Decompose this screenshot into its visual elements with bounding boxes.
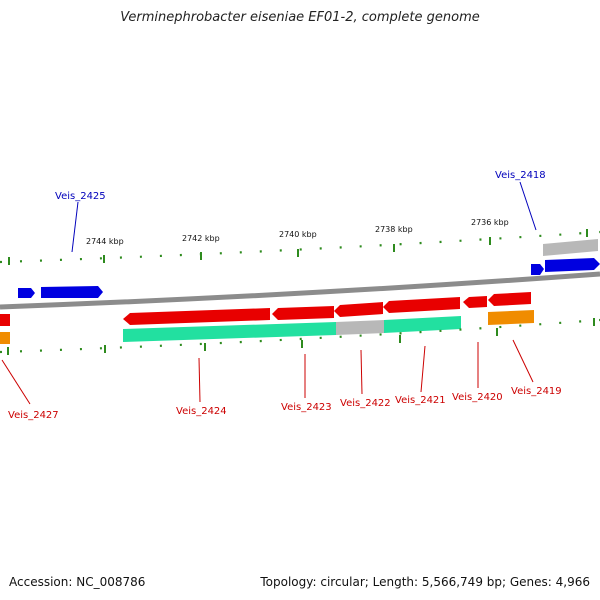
tick-label-2736: 2736 kbp: [471, 218, 509, 227]
leader-veis-2418: [519, 181, 537, 231]
leader-veis-2427: [1, 359, 31, 405]
label-veis-2427: Veis_2427: [8, 410, 59, 421]
gene-veis-2422[interactable]: [334, 302, 383, 317]
gene-veis-2421[interactable]: [383, 297, 460, 313]
minor-ticks-inner: [0, 318, 600, 354]
orange-feature-right[interactable]: [488, 310, 534, 325]
cds-band: [123, 316, 461, 342]
cds-region-left[interactable]: [123, 322, 336, 342]
label-veis-2420: Veis_2420: [452, 392, 503, 403]
leader-veis-2424: [198, 357, 201, 403]
genome-summary: Topology: circular; Length: 5,566,749 bp…: [260, 575, 590, 589]
gene-veis-2420[interactable]: [463, 296, 487, 308]
label-veis-2418: Veis_2418: [495, 170, 546, 181]
forward-strand-genes: [18, 239, 600, 298]
tick-label-2742: 2742 kbp: [182, 234, 220, 243]
map-title: Verminephrobacter eiseniae EF01-2, compl…: [120, 10, 480, 25]
label-veis-2419: Veis_2419: [511, 386, 562, 397]
gene-veis-2423[interactable]: [272, 306, 334, 320]
cds-region-right[interactable]: [384, 316, 461, 333]
label-veis-2425: Veis_2425: [55, 191, 106, 202]
leader-veis-2425: [71, 201, 79, 253]
label-leader-lines: [1, 181, 537, 405]
label-veis-2423: Veis_2423: [281, 402, 332, 413]
accession-label: Accession: NC_008786: [9, 575, 146, 589]
tick-label-2744: 2744 kbp: [86, 237, 124, 246]
label-veis-2421: Veis_2421: [395, 395, 446, 406]
label-veis-2424: Veis_2424: [176, 406, 227, 417]
gene-veis-2419[interactable]: [488, 292, 531, 306]
minor-ticks-outer: [0, 230, 600, 264]
gene-forward-small[interactable]: [18, 288, 35, 298]
grey-feature-forward[interactable]: [543, 239, 598, 256]
gene-veis-2418[interactable]: [545, 258, 600, 272]
label-veis-2422: Veis_2422: [340, 398, 391, 409]
gene-veis-2425[interactable]: [41, 286, 103, 298]
inner-tick-row: [0, 318, 600, 355]
leader-veis-2421: [420, 345, 426, 393]
tick-label-2738: 2738 kbp: [375, 225, 413, 234]
gene-forward-small-right[interactable]: [531, 264, 544, 275]
orange-feature-left[interactable]: [0, 332, 10, 344]
grey-feature-reverse[interactable]: [336, 320, 384, 335]
reverse-strand-genes: [0, 292, 534, 344]
gene-veis-2424[interactable]: [123, 308, 270, 325]
gene-veis-2427[interactable]: [0, 314, 10, 326]
tick-label-2740: 2740 kbp: [279, 230, 317, 239]
genome-backbone: [0, 271, 600, 310]
outer-tick-row: [0, 229, 600, 265]
leader-veis-2422: [360, 349, 363, 395]
leader-veis-2419: [512, 339, 534, 383]
